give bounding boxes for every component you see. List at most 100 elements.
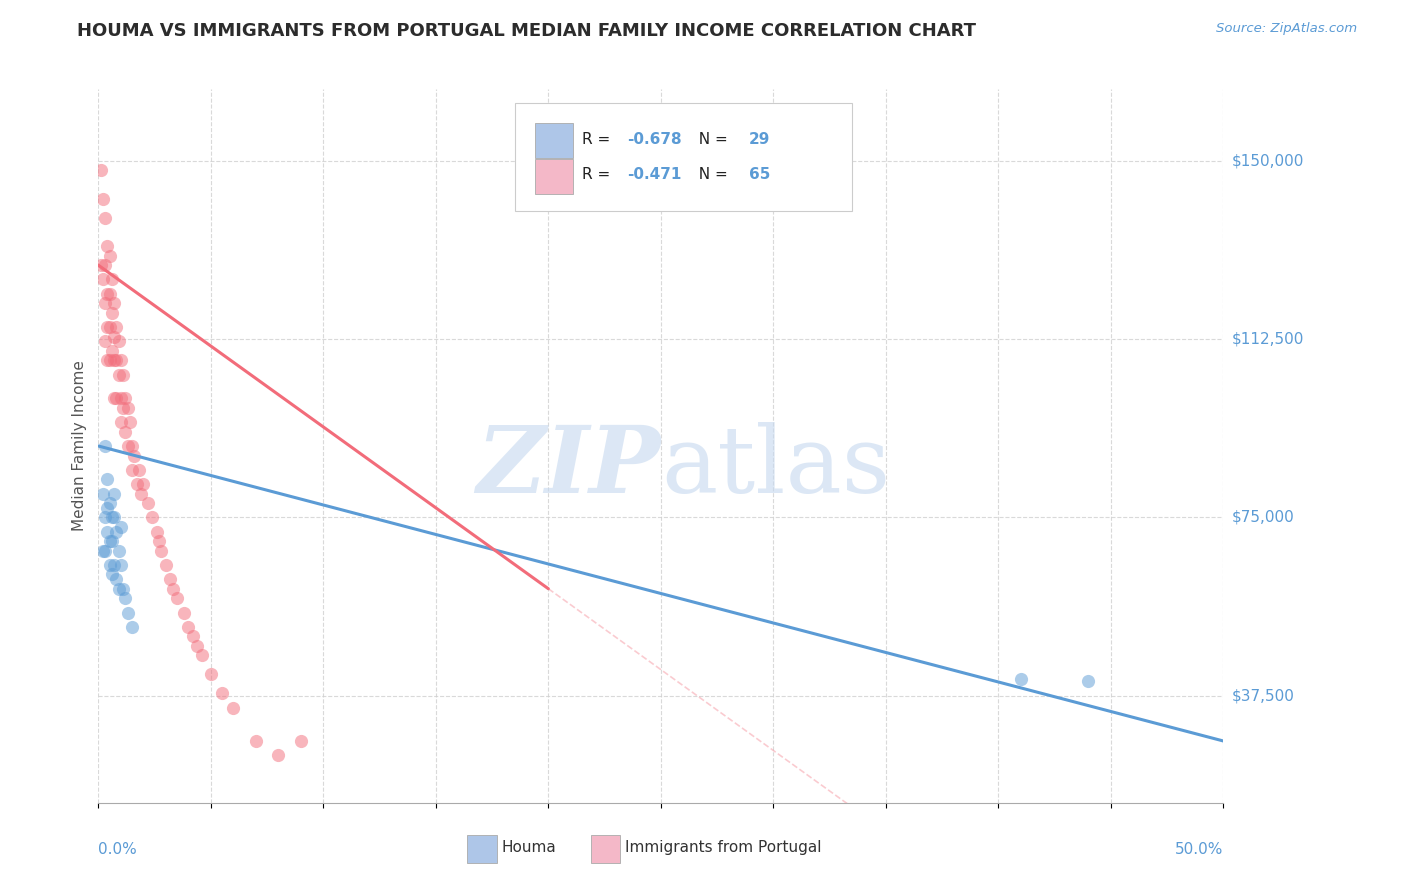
Point bbox=[117, 439, 139, 453]
Point bbox=[91, 272, 114, 286]
Text: -0.678: -0.678 bbox=[627, 132, 682, 146]
Point bbox=[186, 639, 208, 653]
Point bbox=[141, 510, 163, 524]
Point bbox=[136, 496, 159, 510]
Text: $150,000: $150,000 bbox=[1232, 153, 1303, 168]
Point bbox=[94, 334, 117, 349]
Point bbox=[103, 510, 125, 524]
Text: N =: N = bbox=[689, 132, 733, 146]
Point bbox=[105, 524, 128, 539]
Point bbox=[125, 477, 148, 491]
Point bbox=[148, 534, 170, 549]
Point bbox=[110, 353, 132, 368]
Point bbox=[101, 272, 124, 286]
Point bbox=[117, 401, 139, 415]
Point bbox=[124, 449, 146, 463]
Point bbox=[94, 211, 117, 225]
Point bbox=[94, 258, 117, 272]
Point bbox=[166, 591, 188, 606]
Point bbox=[96, 524, 118, 539]
FancyBboxPatch shape bbox=[467, 835, 496, 863]
Point bbox=[112, 582, 135, 596]
Point bbox=[121, 463, 143, 477]
Point bbox=[114, 591, 136, 606]
Text: 0.0%: 0.0% bbox=[98, 842, 138, 857]
Point bbox=[98, 496, 121, 510]
Point bbox=[94, 543, 117, 558]
Point bbox=[110, 558, 132, 572]
Text: $112,500: $112,500 bbox=[1232, 332, 1303, 346]
Point bbox=[103, 353, 125, 368]
Point bbox=[105, 572, 128, 586]
Point bbox=[101, 306, 124, 320]
Point bbox=[110, 392, 132, 406]
Point bbox=[211, 686, 233, 700]
Point bbox=[96, 239, 118, 253]
Point bbox=[105, 392, 128, 406]
Point bbox=[90, 258, 112, 272]
Point bbox=[121, 439, 143, 453]
Point bbox=[98, 249, 121, 263]
Point bbox=[91, 486, 114, 500]
Point bbox=[110, 520, 132, 534]
Point bbox=[96, 286, 118, 301]
Point bbox=[101, 534, 124, 549]
FancyBboxPatch shape bbox=[515, 103, 852, 211]
Point bbox=[98, 353, 121, 368]
Point bbox=[159, 572, 181, 586]
Text: Houma: Houma bbox=[501, 840, 555, 855]
Point bbox=[191, 648, 214, 663]
Point bbox=[200, 667, 222, 681]
Point bbox=[107, 543, 129, 558]
Point bbox=[94, 439, 117, 453]
Point bbox=[107, 368, 129, 382]
Text: 50.0%: 50.0% bbox=[1175, 842, 1223, 857]
Point bbox=[90, 163, 112, 178]
Point bbox=[94, 510, 117, 524]
Point bbox=[105, 353, 128, 368]
Point bbox=[91, 543, 114, 558]
Point bbox=[118, 415, 141, 429]
Point bbox=[222, 700, 245, 714]
Point bbox=[1077, 674, 1099, 689]
Text: Immigrants from Portugal: Immigrants from Portugal bbox=[624, 840, 821, 855]
Text: -0.471: -0.471 bbox=[627, 168, 682, 182]
Point bbox=[101, 510, 124, 524]
Text: $37,500: $37,500 bbox=[1232, 689, 1295, 703]
Point bbox=[96, 353, 118, 368]
Point bbox=[103, 329, 125, 343]
Point bbox=[121, 620, 143, 634]
Point bbox=[107, 334, 129, 349]
Text: $75,000: $75,000 bbox=[1232, 510, 1295, 524]
Point bbox=[103, 296, 125, 310]
Point bbox=[290, 734, 312, 748]
FancyBboxPatch shape bbox=[534, 159, 574, 194]
Y-axis label: Median Family Income: Median Family Income bbox=[72, 360, 87, 532]
FancyBboxPatch shape bbox=[591, 835, 620, 863]
Point bbox=[98, 558, 121, 572]
Point bbox=[245, 734, 267, 748]
Point bbox=[96, 500, 118, 515]
Point bbox=[1010, 672, 1032, 686]
Point bbox=[103, 558, 125, 572]
Point bbox=[146, 524, 169, 539]
Point bbox=[162, 582, 184, 596]
Point bbox=[173, 606, 195, 620]
Point bbox=[150, 543, 173, 558]
Point bbox=[98, 320, 121, 334]
Point bbox=[103, 486, 125, 500]
Text: 29: 29 bbox=[748, 132, 770, 146]
Text: ZIP: ZIP bbox=[477, 423, 661, 512]
Point bbox=[98, 534, 121, 549]
Point bbox=[91, 192, 114, 206]
Point bbox=[112, 368, 135, 382]
Point bbox=[267, 748, 290, 763]
Point bbox=[155, 558, 177, 572]
Point bbox=[181, 629, 204, 643]
Point bbox=[103, 392, 125, 406]
Point bbox=[112, 401, 135, 415]
Point bbox=[94, 296, 117, 310]
Point bbox=[96, 472, 118, 486]
Point bbox=[96, 320, 118, 334]
Point bbox=[110, 415, 132, 429]
